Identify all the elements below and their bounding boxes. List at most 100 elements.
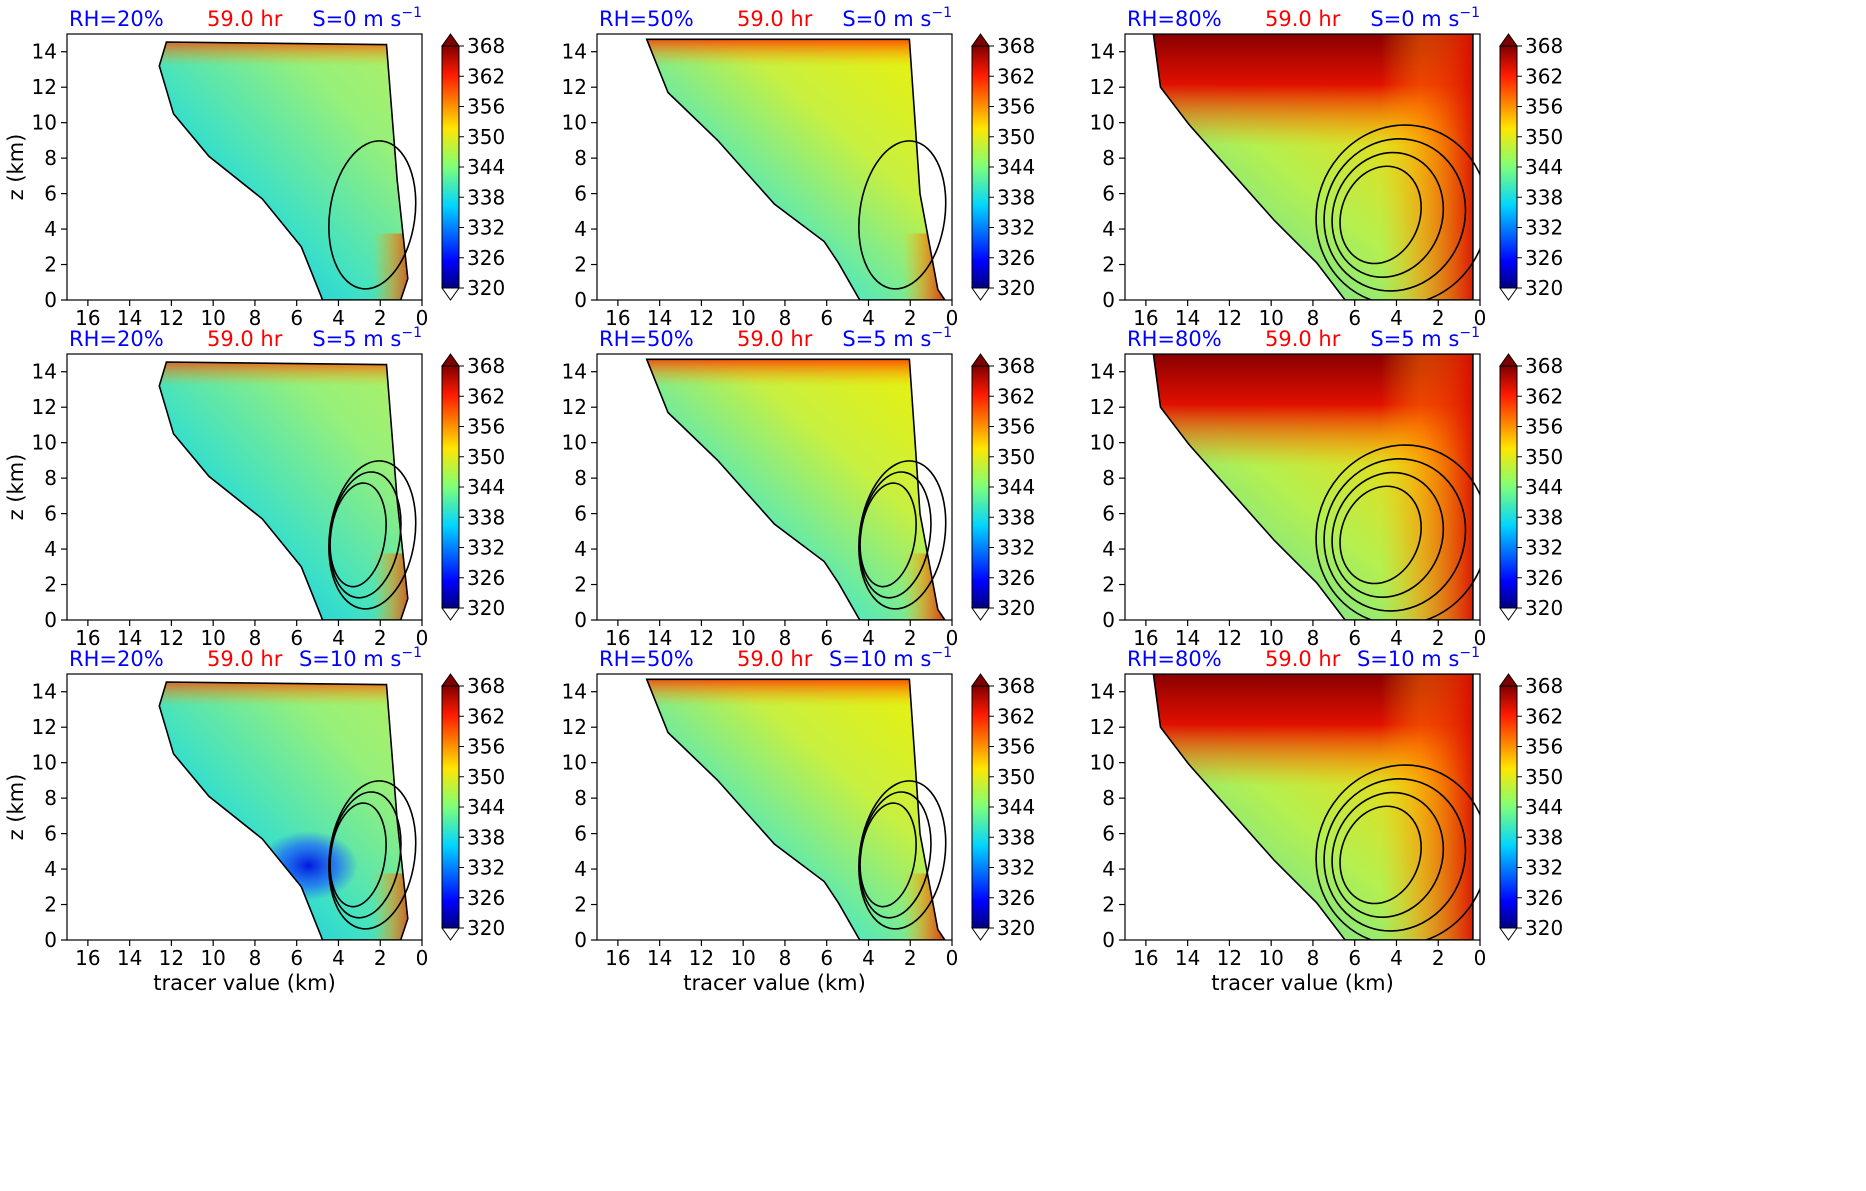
theta-contour xyxy=(859,802,917,908)
x-tick-label: 4 xyxy=(862,306,875,330)
colorbar-tick-label: 356 xyxy=(1525,95,1563,119)
y-tick-label: 0 xyxy=(1102,288,1115,312)
x-tick-label: 12 xyxy=(689,306,714,330)
colorbar-gradient xyxy=(441,365,460,609)
colorbar-tick-label: 338 xyxy=(467,825,505,849)
theta-contour xyxy=(858,140,947,290)
y-tick-label: 10 xyxy=(32,431,57,455)
x-tick-label: 2 xyxy=(1432,946,1445,970)
colorbar-extend-min xyxy=(1499,287,1518,301)
panel-shear-label: S=10 m s−1 xyxy=(299,645,422,671)
colorbar-extend-min xyxy=(971,927,990,941)
warm-core-edge xyxy=(372,233,408,300)
y-tick-label: 8 xyxy=(44,146,57,170)
colorbar-tick-label: 320 xyxy=(997,276,1035,300)
x-tick-label: 8 xyxy=(1307,946,1320,970)
x-tick-label: 10 xyxy=(1258,626,1283,650)
colorbar-tick-label: 338 xyxy=(997,185,1035,209)
field-outline xyxy=(1152,354,1474,620)
panel-time-label: 59.0 hr xyxy=(207,7,283,31)
x-tick-label: 0 xyxy=(416,946,429,970)
panel-rh-label: RH=50% xyxy=(599,647,694,671)
y-tick-label: 4 xyxy=(44,857,57,881)
x-tick-label: 0 xyxy=(946,626,959,650)
colorbar-tick-label: 368 xyxy=(997,674,1035,698)
panel-rh-label: RH=20% xyxy=(69,647,164,671)
panel-1-2: RH=50% 59.0 hr S=0 m s−1 16 14 12 10 8 6 4 2 0 0 2 4 6 8… xyxy=(562,5,1036,330)
x-tick-label: 8 xyxy=(249,626,262,650)
y-tick-label: 10 xyxy=(1090,111,1115,135)
panel-field xyxy=(645,38,947,300)
y-tick-label: 10 xyxy=(562,751,587,775)
colorbar-tick-label: 362 xyxy=(997,384,1035,408)
panel-1-3: RH=80% 59.0 hr S=0 m s−1 16 14 12 10 8 6 4 2 0 0 2 4 6 8… xyxy=(1090,5,1564,330)
field-outline xyxy=(158,41,409,300)
y-tick-label: 2 xyxy=(1102,253,1115,277)
colorbar-tick-label: 332 xyxy=(1525,216,1563,240)
x-tick-label: 6 xyxy=(290,946,303,970)
colorbar-tick-label: 356 xyxy=(997,735,1035,759)
colorbar-tick-label: 320 xyxy=(1525,596,1563,620)
plot-frame xyxy=(66,33,423,301)
y-tick-label: 8 xyxy=(44,466,57,490)
panel-time-label: 59.0 hr xyxy=(207,647,283,671)
x-tick-label: 6 xyxy=(1348,946,1361,970)
colorbar-tick-label: 332 xyxy=(997,216,1035,240)
panel-rh-label: RH=80% xyxy=(1127,327,1222,351)
x-tick-label: 14 xyxy=(1175,946,1200,970)
panel-rh-label: RH=80% xyxy=(1127,7,1222,31)
x-tick-label: 12 xyxy=(689,626,714,650)
field-outline xyxy=(158,681,409,940)
y-tick-label: 12 xyxy=(32,75,57,99)
tracer-field xyxy=(646,39,945,300)
y-tick-label: 12 xyxy=(32,395,57,419)
panel-3-3: RH=80% 59.0 hr S=10 m s−1 16 14 12 10 8 6 4 2 0 0 2 4 6… xyxy=(1090,645,1564,995)
x-tick-label: 14 xyxy=(1175,626,1200,650)
panel-2-2: RH=50% 59.0 hr S=5 m s−1 16 14 12 10 8 6 4 2 0 0 2 4 6 8… xyxy=(562,325,1036,650)
colorbar-tick-label: 350 xyxy=(1525,125,1563,149)
x-tick-label: 4 xyxy=(332,306,345,330)
colorbar-tick-label: 350 xyxy=(467,125,505,149)
colorbar-tick-label: 350 xyxy=(997,765,1035,789)
cold-core xyxy=(258,830,359,901)
x-tick-label: 6 xyxy=(1348,306,1361,330)
x-tick-label: 0 xyxy=(1474,946,1487,970)
tracer-field xyxy=(646,679,945,940)
panel-1-1: RH=20% 59.0 hr S=0 m s−1 16 14 12 10 8 6 4 2 0 0 2 4 6 8… xyxy=(4,5,505,330)
theta-contour xyxy=(1331,151,1445,279)
x-tick-label: 10 xyxy=(1258,306,1283,330)
y-tick-label: 8 xyxy=(44,786,57,810)
x-tick-label: 0 xyxy=(1474,306,1487,330)
warm-upper-layer xyxy=(646,39,945,66)
x-tick-label: 8 xyxy=(1307,306,1320,330)
y-tick-label: 0 xyxy=(44,288,57,312)
x-tick-label: 16 xyxy=(1133,306,1158,330)
colorbar-tick-label: 320 xyxy=(467,596,505,620)
y-tick-label: 6 xyxy=(1102,502,1115,526)
colorbar-tick-label: 326 xyxy=(997,566,1035,590)
x-tick-label: 8 xyxy=(1307,626,1320,650)
panel-time-label: 59.0 hr xyxy=(1265,327,1341,351)
plot-frame xyxy=(66,353,423,621)
y-tick-label: 6 xyxy=(44,502,57,526)
y-tick-label: 10 xyxy=(32,751,57,775)
y-tick-label: 12 xyxy=(562,75,587,99)
panel-time-label: 59.0 hr xyxy=(1265,7,1341,31)
x-tick-label: 12 xyxy=(159,626,184,650)
y-tick-label: 14 xyxy=(1090,40,1115,64)
colorbar-extend-max xyxy=(441,353,460,367)
x-tick-label: 2 xyxy=(904,946,917,970)
colorbar: 368 362 356 350 344 338 332 326 320 xyxy=(971,673,1035,941)
x-tick-label: 6 xyxy=(820,626,833,650)
y-tick-label: 0 xyxy=(1102,928,1115,952)
colorbar: 368 362 356 350 344 338 332 326 320 xyxy=(441,673,505,941)
x-tick-label: 14 xyxy=(117,626,142,650)
y-tick-label: 2 xyxy=(574,253,587,277)
panel-time-label: 59.0 hr xyxy=(1265,647,1341,671)
colorbar-gradient xyxy=(971,685,990,929)
field-outline xyxy=(645,678,946,940)
colorbar-tick-label: 326 xyxy=(1525,566,1563,590)
x-tick-label: 12 xyxy=(1217,626,1242,650)
colorbar-tick-label: 320 xyxy=(1525,276,1563,300)
plot-frame xyxy=(66,673,423,941)
